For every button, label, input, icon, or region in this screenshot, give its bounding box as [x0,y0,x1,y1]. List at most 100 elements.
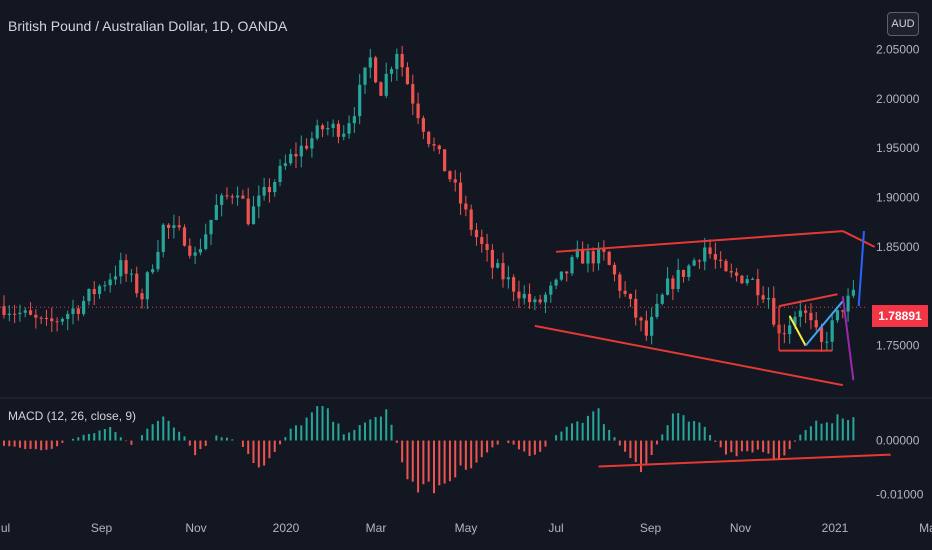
candle-body [97,286,102,295]
price-axis-tick: 1.85000 [876,240,920,254]
candle-body [347,123,351,134]
candle-body [182,227,187,246]
candle-body [326,127,330,130]
candle-body [342,133,346,137]
currency-button[interactable]: AUD [887,12,919,36]
candle-body [427,131,431,145]
candle-body [304,145,309,149]
candle-body [798,310,802,317]
candle-body [336,123,341,137]
macd-trendline [598,453,891,468]
candle-body [650,316,654,336]
candle-body [506,277,510,280]
candle-body [395,53,399,70]
candle-body [2,306,6,316]
candle-body [549,285,553,295]
candle-body [639,317,643,321]
candle-body [66,313,70,319]
yellow-arrow [788,315,807,347]
trendline-lower-channel [534,324,843,387]
chart-title: British Pound / Australian Dollar, 1D, O… [8,18,288,34]
candle-body [421,118,425,132]
candle-body [474,229,479,238]
candle-body [448,171,452,180]
candle-body [39,317,43,319]
candle-body [697,260,702,262]
candle-body [846,295,850,312]
candle-body [119,260,123,277]
candle-body [496,263,500,268]
candle-body [522,293,526,299]
candle-body [512,277,516,292]
candle-body [634,298,638,318]
candles-group [2,45,855,353]
candle-body [220,195,224,205]
candle-body [517,291,521,299]
candle-body [23,310,27,313]
candle-body [315,125,319,139]
candle-body [788,325,792,335]
candle-body [13,313,17,315]
candle-body [145,272,149,300]
candle-body [108,279,112,286]
candle-body [7,313,11,316]
time-axis-tick: Sep [640,521,662,535]
candle-body [156,251,160,270]
candle-body [825,341,829,343]
candle-body [458,182,463,204]
candle-body [485,243,489,250]
candle-body [681,269,686,277]
price-axis-tick: 1.90000 [876,191,920,205]
candle-body [103,285,107,287]
candle-body [734,272,739,276]
time-axis-tick: Mar [919,521,932,535]
candle-body [18,312,22,315]
candle-body [851,289,855,296]
candle-body [602,248,606,252]
candle-body [618,274,622,291]
candle-body [34,314,38,318]
candle-body [289,153,293,164]
candle-body [166,224,171,228]
candle-body [782,333,786,335]
candle-body [379,82,383,96]
candle-body [198,249,203,253]
time-axis-tick: Jul [548,521,563,535]
price-axis-tick: 2.00000 [876,92,920,106]
candle-body [363,67,367,85]
trendline-triangle-top [778,293,838,308]
candle-body [570,257,574,274]
time-axis-tick: Nov [185,521,206,535]
time-axis-tick: May [455,521,478,535]
candle-body [692,260,696,266]
candle-body [294,153,298,157]
candle-body [400,53,404,68]
candle-body [841,310,845,312]
candle-body [82,301,86,314]
candle-body [161,224,165,252]
candle-body [533,299,537,303]
candle-body [814,320,818,328]
candle-body [358,84,362,117]
candle-body [793,316,797,326]
candle-body [655,303,659,317]
candle-body [113,276,118,280]
candle-body [745,279,749,284]
candle-body [527,293,532,303]
candle-body [273,182,277,193]
macd-histogram-group [3,406,855,494]
candle-body [241,195,245,199]
candle-body [214,204,218,220]
candle-body [76,308,80,314]
candle-body [151,269,155,273]
candle-body [437,145,441,150]
candle-body [235,195,240,198]
candle-body [320,125,325,130]
candle-body [28,310,33,315]
candle-body [703,247,707,262]
candle-body [251,206,256,225]
candle-body [719,259,723,261]
candle-body [331,123,335,128]
candle-body [278,165,282,183]
